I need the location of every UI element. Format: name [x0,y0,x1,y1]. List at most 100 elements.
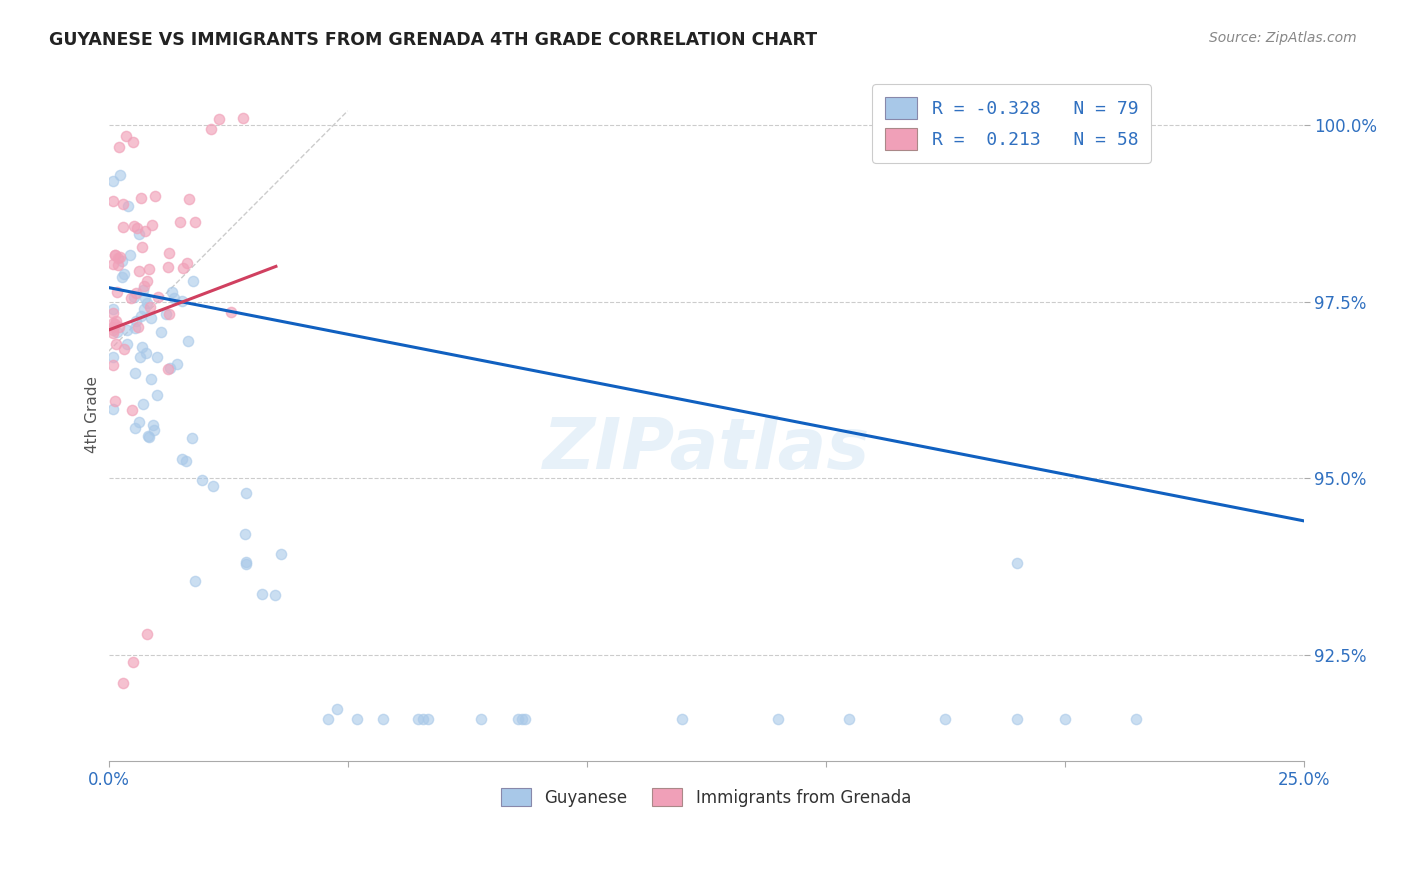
Point [103,320,125,334]
Point [120,291,142,305]
Point [134,224,156,238]
Point [163,291,186,305]
Point [250,586,273,600]
Point [766,712,789,726]
Point [129,350,152,364]
Point [1053,712,1076,726]
Point [134,278,156,293]
Point [406,712,429,726]
Point [128,264,150,278]
Point [184,574,207,589]
Point [103,174,125,188]
Point [125,286,148,301]
Point [125,314,148,328]
Point [134,291,156,305]
Point [103,257,125,271]
Point [103,401,125,416]
Point [131,340,153,354]
Point [103,305,125,319]
Point [132,284,155,298]
Point [139,300,162,314]
Point [117,199,139,213]
Point [115,336,138,351]
Point [114,129,136,144]
Point [103,301,125,316]
Point [1005,556,1028,570]
Text: ZIPatlas: ZIPatlas [543,415,870,484]
Point [107,251,129,265]
Point [180,431,202,445]
Point [143,423,166,437]
Point [128,415,150,429]
Point [141,219,163,233]
Point [122,219,145,234]
Point [105,285,128,299]
Point [108,320,131,334]
Point [112,219,135,234]
Point [146,290,169,304]
Point [1005,712,1028,726]
Point [103,350,125,364]
Point [191,473,214,487]
Point [143,189,166,203]
Point [121,655,143,669]
Point [166,358,188,372]
Point [1125,712,1147,726]
Point [104,248,127,262]
Point [934,712,956,726]
Point [326,702,349,716]
Point [138,429,160,443]
Point [103,316,125,330]
Y-axis label: 4th Grade: 4th Grade [86,376,100,453]
Point [124,366,146,380]
Point [263,588,285,602]
Point [111,270,134,285]
Point [470,712,492,726]
Point [176,256,198,270]
Point [136,296,159,310]
Point [129,309,152,323]
Point [103,194,125,208]
Point [103,359,125,373]
Point [124,421,146,435]
Text: GUYANESE VS IMMIGRANTS FROM GRENADA 4TH GRADE CORRELATION CHART: GUYANESE VS IMMIGRANTS FROM GRENADA 4TH … [49,31,817,49]
Point [208,112,231,127]
Point [138,262,160,277]
Point [138,430,160,444]
Text: Source: ZipAtlas.com: Source: ZipAtlas.com [1209,31,1357,45]
Point [506,712,529,726]
Point [135,346,157,360]
Point [131,240,153,254]
Point [105,336,128,351]
Point [135,274,157,288]
Point [142,417,165,432]
Point [346,712,368,726]
Point [135,627,157,641]
Point [139,311,162,326]
Point [934,118,956,132]
Point [510,712,533,726]
Point [115,323,138,337]
Point [270,547,292,561]
Point [181,274,204,288]
Point [104,313,127,327]
Point [177,334,200,348]
Point [146,388,169,402]
Point [120,248,142,262]
Point [172,293,194,308]
Point [108,140,131,154]
Point [146,350,169,364]
Point [160,285,183,299]
Point [157,260,180,275]
Legend: Guyanese, Immigrants from Grenada: Guyanese, Immigrants from Grenada [492,780,920,815]
Point [122,290,145,304]
Point [157,307,180,321]
Point [159,361,181,376]
Point [111,676,134,690]
Point [515,712,537,726]
Point [107,259,129,273]
Point [125,221,148,235]
Point [235,555,257,569]
Point [121,402,143,417]
Point [105,325,128,339]
